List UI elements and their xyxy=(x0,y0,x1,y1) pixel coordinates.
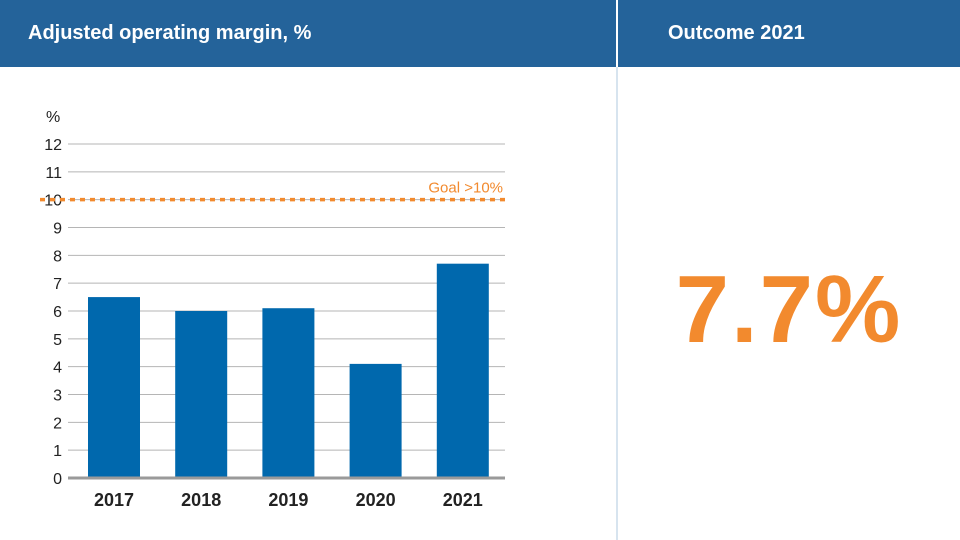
panel-divider xyxy=(616,67,618,540)
y-tick-label: 4 xyxy=(53,360,62,377)
y-tick-label: 2 xyxy=(53,415,62,432)
y-tick-label: 3 xyxy=(53,388,62,405)
bar-2017 xyxy=(88,297,140,478)
x-tick-label: 2021 xyxy=(443,490,483,510)
x-tick-label: 2019 xyxy=(268,490,308,510)
bar-chart: 0123456789101112%Goal >10%20172018201920… xyxy=(40,109,505,510)
outcome-title: Outcome 2021 xyxy=(668,22,805,44)
x-tick-label: 2017 xyxy=(94,490,134,510)
y-axis-label: % xyxy=(46,109,60,126)
x-tick-label: 2018 xyxy=(181,490,221,510)
x-tick-label: 2020 xyxy=(356,490,396,510)
y-tick-label: 9 xyxy=(53,221,62,238)
outcome-value: 7.7% xyxy=(675,256,903,363)
y-tick-label: 7 xyxy=(53,276,62,293)
y-tick-label: 5 xyxy=(53,332,62,349)
y-tick-label: 11 xyxy=(45,165,62,182)
y-tick-label: 12 xyxy=(44,137,62,154)
bar-2021 xyxy=(436,263,489,478)
y-tick-label: 0 xyxy=(53,471,62,488)
bar-2018 xyxy=(175,311,228,478)
y-tick-label: 1 xyxy=(53,443,62,460)
bar-2020 xyxy=(349,363,402,478)
chart-title-header: Adjusted operating margin, % xyxy=(0,0,616,67)
bar-2019 xyxy=(262,308,315,478)
outcome-panel: 7.7% xyxy=(618,240,960,380)
goal-label: Goal >10% xyxy=(428,180,503,197)
y-tick-label: 8 xyxy=(53,248,62,265)
outcome-header: Outcome 2021 xyxy=(618,0,960,67)
y-tick-label: 6 xyxy=(53,304,62,321)
chart-title: Adjusted operating margin, % xyxy=(28,22,312,44)
